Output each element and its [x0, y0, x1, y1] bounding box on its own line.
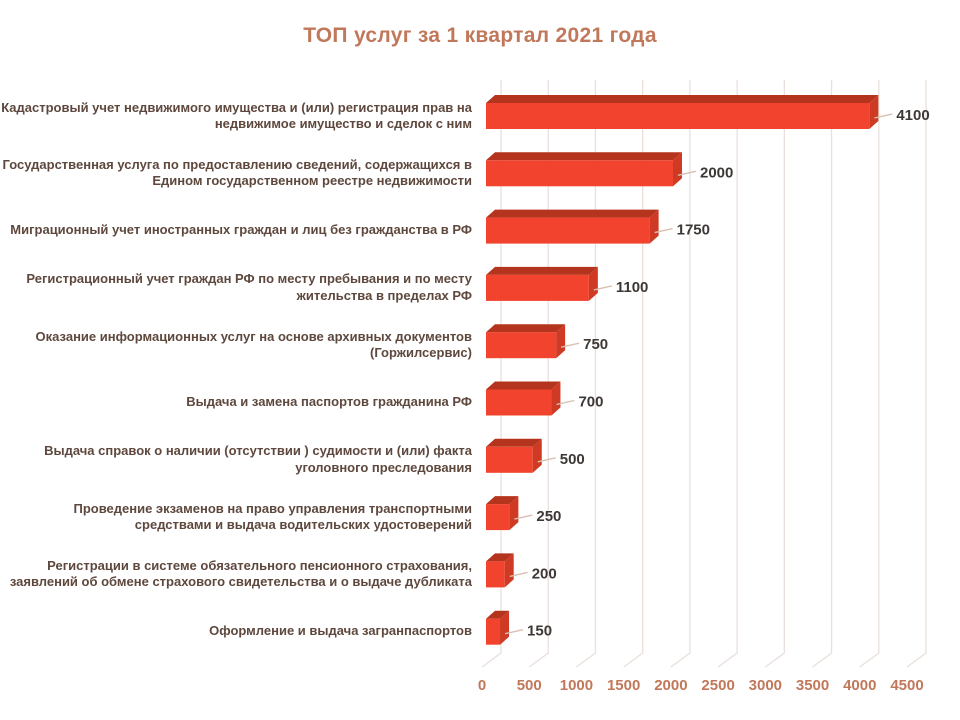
- bar-value-label: 4100: [896, 107, 929, 124]
- value-leader-line: [593, 285, 613, 291]
- bar-side-face: [673, 152, 682, 187]
- bar-top-face: [486, 438, 542, 447]
- bar-top-face: [486, 266, 598, 275]
- bar-front-face: [486, 103, 870, 129]
- bar-top-face: [486, 496, 519, 505]
- value-leader-line: [556, 399, 575, 406]
- bar-front-face: [486, 217, 650, 244]
- value-leader-line: [504, 629, 524, 635]
- gridline: [717, 80, 738, 668]
- bar-front-face: [486, 389, 552, 416]
- gridline: [812, 80, 833, 668]
- x-axis-tick-label: 3500: [796, 677, 829, 694]
- category-label: Оказание информационных услуг на основе …: [35, 328, 472, 361]
- bar: [486, 553, 514, 588]
- gridline: [859, 80, 880, 668]
- bar-top-face: [486, 381, 561, 390]
- category-label: Выдача и замена паспортов гражданина РФ: [186, 394, 472, 410]
- bar-front-face: [486, 332, 557, 359]
- value-leader-line: [677, 170, 697, 176]
- bar-top-face: [486, 610, 510, 619]
- value-leader-line: [874, 113, 893, 119]
- bar-value-label: 1100: [616, 279, 649, 296]
- gridline: [906, 80, 927, 668]
- bar: [486, 610, 510, 645]
- x-axis-tick-label: 2500: [701, 677, 734, 694]
- category-label: Кадастровый учет недвижимого имущества и…: [1, 99, 472, 132]
- bar-top-face: [486, 152, 682, 161]
- category-label: Оформление и выдача загранпаспортов: [209, 623, 472, 639]
- bar-side-face: [532, 438, 542, 473]
- bar: [486, 95, 879, 129]
- x-axis-tick-label: 2000: [654, 677, 687, 694]
- bar-top-face: [486, 95, 879, 103]
- bar-value-label: 250: [536, 508, 561, 525]
- x-axis-tick-label: 0: [478, 677, 486, 694]
- category-label: Выдача справок о наличии (отсутствии ) с…: [44, 443, 472, 475]
- bar-side-face: [551, 381, 561, 416]
- value-leader-line: [537, 457, 556, 463]
- bar-side-face: [509, 496, 519, 531]
- bar: [486, 209, 659, 244]
- bar: [486, 438, 542, 473]
- bar-value-label: 750: [583, 336, 608, 353]
- x-axis-tick-label: 4500: [890, 677, 923, 694]
- category-label: Миграционный учет иностранных граждан и …: [10, 222, 472, 238]
- bar: [486, 324, 566, 359]
- bar: [486, 381, 561, 416]
- gridline: [764, 80, 785, 668]
- bar-front-face: [486, 618, 501, 645]
- bar-value-label: 1750: [677, 222, 710, 239]
- x-axis-tick-label: 4000: [843, 677, 876, 694]
- bar-front-face: [486, 446, 533, 473]
- x-axis-tick-label: 500: [517, 677, 542, 694]
- bar-top-face: [486, 553, 514, 562]
- x-axis-tick-label: 1500: [607, 677, 640, 694]
- gridline: [670, 80, 691, 668]
- bar-top-face: [486, 209, 659, 218]
- value-leader-line: [654, 227, 673, 234]
- bar-value-label: 700: [578, 394, 603, 411]
- category-axis-labels: Кадастровый учет недвижимого имущества и…: [0, 0, 478, 720]
- category-label: Регистрации в системе обязательного пенс…: [9, 557, 472, 590]
- gridline: [623, 80, 644, 668]
- value-leader-line: [509, 571, 528, 578]
- category-label: Проведение экзаменов на право управления…: [73, 500, 472, 533]
- bar-side-face: [869, 95, 879, 129]
- bar: [486, 152, 682, 187]
- bar-value-label: 150: [527, 623, 552, 640]
- bar: [486, 266, 598, 301]
- bar-side-face: [556, 324, 566, 359]
- bar-side-face: [588, 266, 598, 301]
- value-leader-line: [560, 342, 580, 348]
- chart-title: ТОП услуг за 1 квартал 2021 года: [303, 24, 657, 47]
- bar-value-label: 2000: [700, 164, 733, 181]
- bar: [486, 496, 519, 531]
- bar-side-face: [649, 209, 659, 244]
- bar-front-face: [486, 160, 673, 187]
- x-axis-tick-label: 1000: [560, 677, 593, 694]
- value-leader-line: [514, 514, 533, 520]
- bar-value-label: 500: [560, 451, 585, 468]
- category-label: Государственная услуга по предоставлению…: [2, 156, 472, 189]
- bar-front-face: [486, 561, 505, 588]
- bar-side-face: [500, 610, 510, 645]
- x-axis-tick-label: 3000: [749, 677, 782, 694]
- bar-front-face: [486, 274, 589, 301]
- bar-top-face: [486, 324, 566, 333]
- category-label: Регистрационный учет граждан РФ по месту…: [26, 271, 472, 303]
- bar-value-label: 200: [532, 565, 557, 582]
- bar-side-face: [504, 553, 514, 588]
- bar-front-face: [486, 504, 510, 531]
